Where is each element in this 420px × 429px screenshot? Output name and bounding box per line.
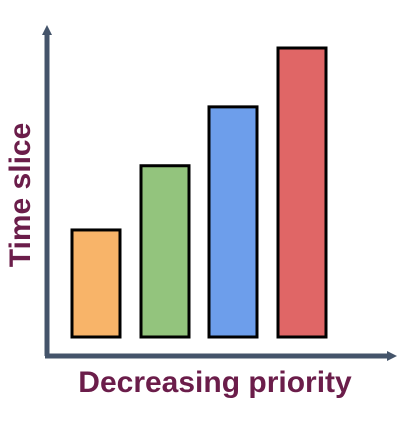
bar-3 — [207, 105, 259, 339]
x-axis-label: Decreasing priority — [78, 366, 352, 399]
y-axis-label: Time slice — [4, 123, 37, 268]
bar-2 — [139, 164, 191, 339]
bar-1 — [70, 228, 122, 339]
bars — [70, 46, 328, 339]
bar-4 — [276, 46, 328, 339]
